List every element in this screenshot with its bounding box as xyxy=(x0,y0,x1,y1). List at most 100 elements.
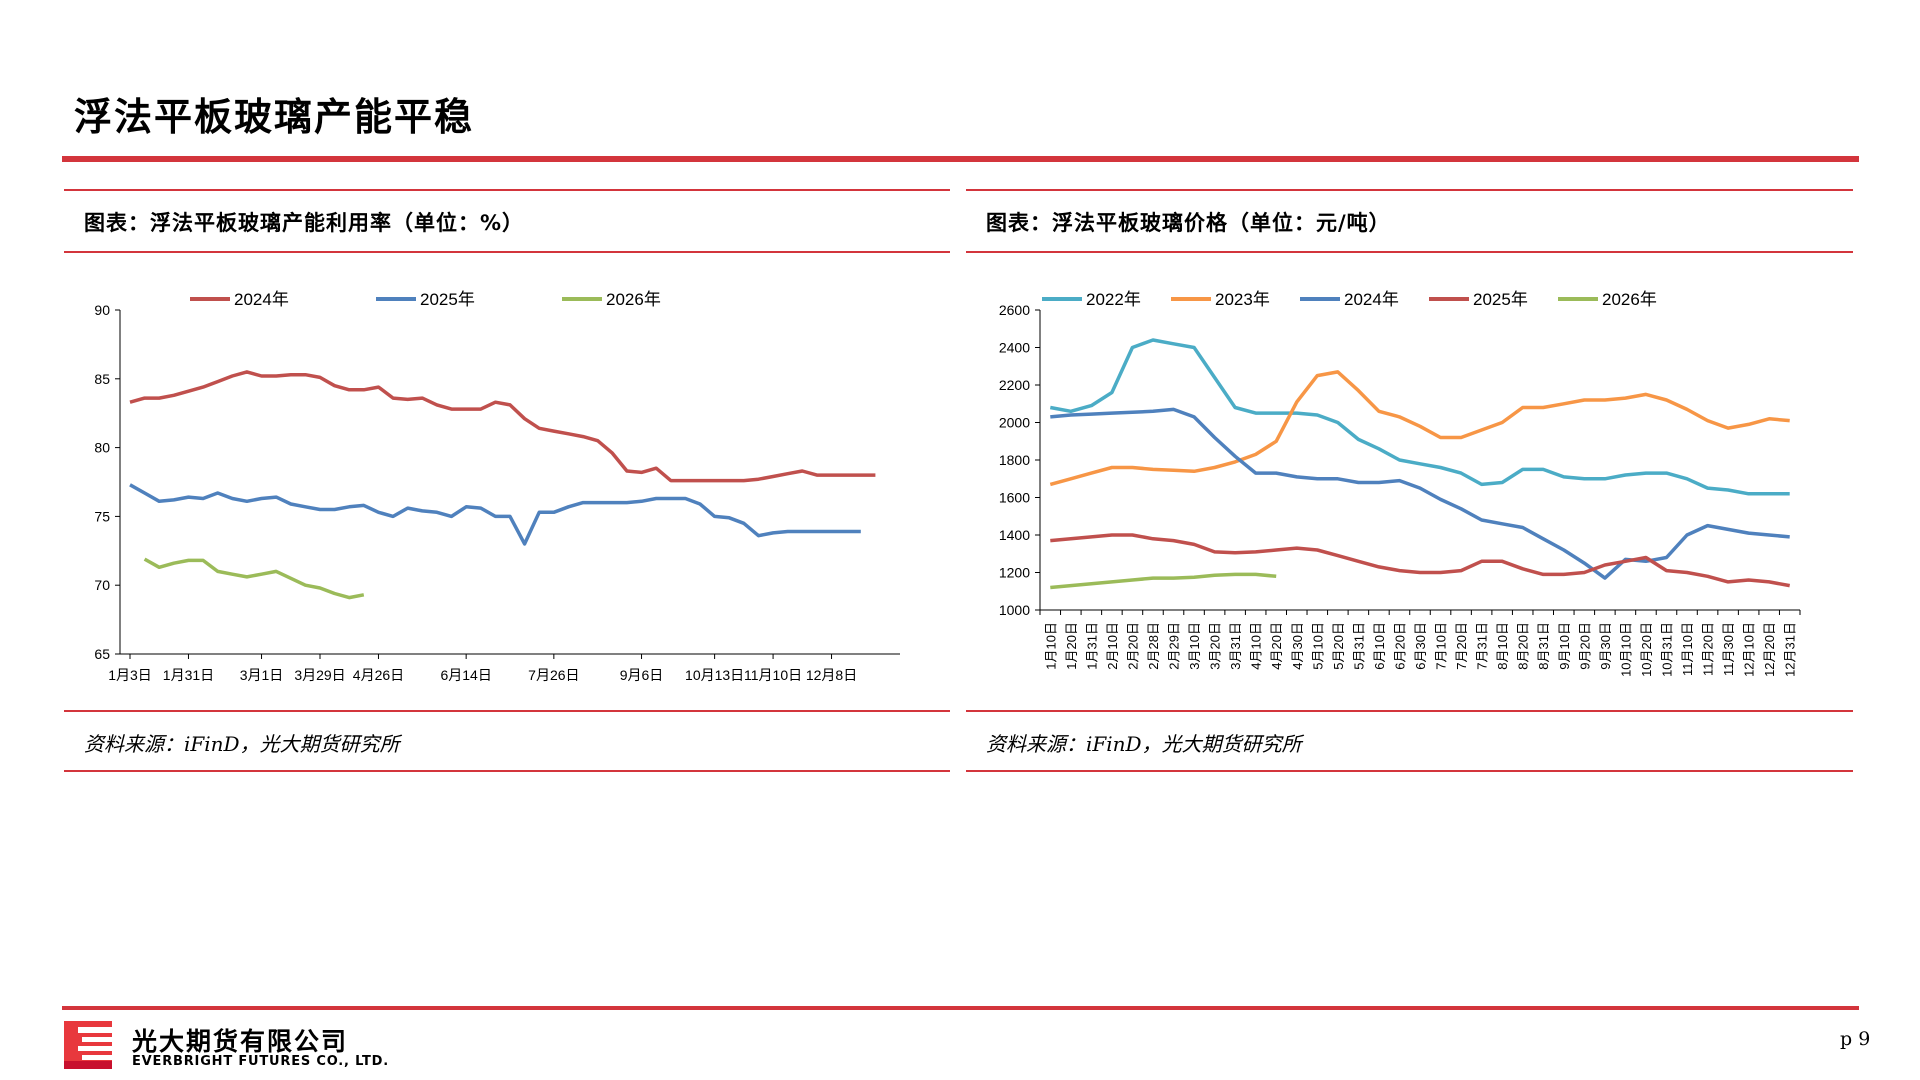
x-tick-label: 12月8日 xyxy=(806,667,857,683)
x-tick-label: 12月20日 xyxy=(1762,622,1777,677)
y-tick-label: 1600 xyxy=(999,490,1030,506)
right-panel-bottom-rule xyxy=(966,770,1853,772)
x-tick-label: 3月1日 xyxy=(240,667,284,683)
left-panel-heading-rule xyxy=(64,251,950,253)
x-tick-label: 6月30日 xyxy=(1413,622,1428,670)
x-tick-label: 1月3日 xyxy=(108,667,152,683)
x-tick-label: 3月31日 xyxy=(1228,622,1243,670)
legend-label: 2024年 xyxy=(234,290,289,309)
legend-label: 2024年 xyxy=(1344,290,1399,309)
x-tick-label: 10月20日 xyxy=(1639,622,1654,677)
x-tick-label: 9月10日 xyxy=(1557,622,1572,670)
series-line-2026年 xyxy=(1050,572,1277,590)
right-panel-heading-rule xyxy=(966,251,1853,253)
company-name-cn: 光大期货有限公司 xyxy=(132,1027,349,1056)
x-tick-label: 1月31日 xyxy=(163,667,214,683)
y-tick-label: 70 xyxy=(94,577,110,593)
x-tick-label: 2月29日 xyxy=(1167,622,1182,670)
y-tick-label: 2000 xyxy=(999,415,1030,431)
x-tick-label: 9月20日 xyxy=(1577,622,1592,670)
legend-label: 2025年 xyxy=(420,290,475,309)
series-line-2024年 xyxy=(1050,407,1790,580)
x-tick-label: 8月10日 xyxy=(1495,622,1510,670)
x-tick-label: 3月10日 xyxy=(1187,622,1202,670)
x-tick-label: 7月20日 xyxy=(1454,622,1469,670)
series-line-2024年 xyxy=(129,370,876,483)
y-tick-label: 2600 xyxy=(999,302,1030,318)
x-tick-label: 10月31日 xyxy=(1659,622,1674,677)
x-tick-label: 5月20日 xyxy=(1331,622,1346,670)
x-tick-label: 7月26日 xyxy=(528,667,579,683)
x-tick-label: 9月30日 xyxy=(1598,622,1613,670)
title-rule xyxy=(62,156,1859,162)
x-tick-label: 8月31日 xyxy=(1536,622,1551,670)
left-panel-bottom-rule xyxy=(64,770,950,772)
y-tick-label: 1800 xyxy=(999,452,1030,468)
y-tick-label: 65 xyxy=(94,646,110,662)
legend-label: 2026年 xyxy=(606,290,661,309)
y-tick-label: 90 xyxy=(94,302,110,318)
x-tick-label: 4月26日 xyxy=(353,667,404,683)
series-line-2022年 xyxy=(1049,338,1790,496)
y-tick-label: 80 xyxy=(94,440,110,456)
x-tick-label: 4月10日 xyxy=(1249,622,1264,670)
x-tick-label: 2月20日 xyxy=(1125,622,1140,670)
left-panel-source-rule xyxy=(64,710,950,712)
x-tick-label: 1月20日 xyxy=(1064,622,1079,670)
x-tick-label: 6月14日 xyxy=(440,667,491,683)
x-tick-label: 11月10日 xyxy=(1680,622,1695,676)
x-tick-label: 5月31日 xyxy=(1351,622,1366,670)
y-tick-label: 1400 xyxy=(999,527,1030,543)
x-tick-label: 2月10日 xyxy=(1105,622,1120,670)
x-tick-label: 4月20日 xyxy=(1269,622,1284,670)
right-panel-source-rule xyxy=(966,710,1853,712)
x-tick-label: 12月31日 xyxy=(1783,622,1798,677)
right-panel-source: 资料来源：iFinD，光大期货研究所 xyxy=(986,732,1302,756)
legend-label: 2026年 xyxy=(1602,290,1657,309)
y-tick-label: 1200 xyxy=(999,565,1030,581)
x-tick-label: 6月20日 xyxy=(1392,622,1407,670)
left-panel-top-rule xyxy=(64,189,950,191)
page-number: p 9 xyxy=(1840,1028,1871,1050)
x-tick-label: 7月31日 xyxy=(1475,622,1490,670)
x-tick-label: 9月6日 xyxy=(620,667,664,683)
company-logo-icon xyxy=(64,1021,112,1069)
y-tick-label: 85 xyxy=(94,371,110,387)
glass-price-chart: 1000 1200 1400 1600 1800 2000 2200 2400 2600 1月10… xyxy=(999,290,1801,677)
y-tick-label: 75 xyxy=(94,508,110,524)
page-title: 浮法平板玻璃产能平稳 xyxy=(74,94,475,139)
x-tick-label: 11月10日 xyxy=(744,667,802,683)
capacity-utilization-chart: 65 70 75 80 85 90 1月3日 1月31日 3月1日 3月29日 4月26日 6月14日… xyxy=(94,290,900,683)
y-tick-label: 2400 xyxy=(999,340,1030,356)
series-line-2025年 xyxy=(129,483,861,546)
x-tick-label: 7月10日 xyxy=(1434,622,1449,670)
footer-rule xyxy=(62,1006,1859,1010)
x-tick-label: 11月20日 xyxy=(1701,622,1716,676)
x-tick-label: 2月28日 xyxy=(1146,622,1161,670)
company-name-en: EVERBRIGHT FUTURES CO., LTD. xyxy=(132,1054,390,1069)
y-tick-label: 1000 xyxy=(999,602,1030,618)
legend-label: 2025年 xyxy=(1473,290,1528,309)
x-tick-label: 5月10日 xyxy=(1310,622,1325,670)
x-tick-label: 10月10日 xyxy=(1618,622,1633,677)
x-tick-label: 4月30日 xyxy=(1290,622,1305,670)
right-panel-heading: 图表：浮法平板玻璃价格（单位：元/吨） xyxy=(986,211,1391,235)
x-tick-label: 11月30日 xyxy=(1721,622,1736,676)
x-tick-label: 3月29日 xyxy=(294,667,345,683)
y-tick-label: 2200 xyxy=(999,377,1030,393)
x-tick-label: 8月20日 xyxy=(1516,622,1531,670)
x-tick-label: 1月10日 xyxy=(1043,622,1058,670)
series-line-2023年 xyxy=(1049,370,1790,487)
legend-label: 2023年 xyxy=(1215,290,1270,309)
x-tick-label: 10月13日 xyxy=(685,667,744,683)
x-tick-label: 6月10日 xyxy=(1372,622,1387,670)
x-tick-label: 1月31日 xyxy=(1084,622,1099,670)
right-panel-top-rule xyxy=(966,189,1853,191)
series-line-2025年 xyxy=(1050,533,1791,588)
left-panel-source: 资料来源：iFinD，光大期货研究所 xyxy=(84,732,400,756)
x-tick-label: 12月10日 xyxy=(1742,622,1757,677)
left-panel-heading: 图表：浮法平板玻璃产能利用率（单位：%） xyxy=(84,211,525,235)
series-line-2026年 xyxy=(143,557,365,600)
x-tick-label: 3月20日 xyxy=(1208,622,1223,670)
legend-label: 2022年 xyxy=(1086,290,1141,309)
